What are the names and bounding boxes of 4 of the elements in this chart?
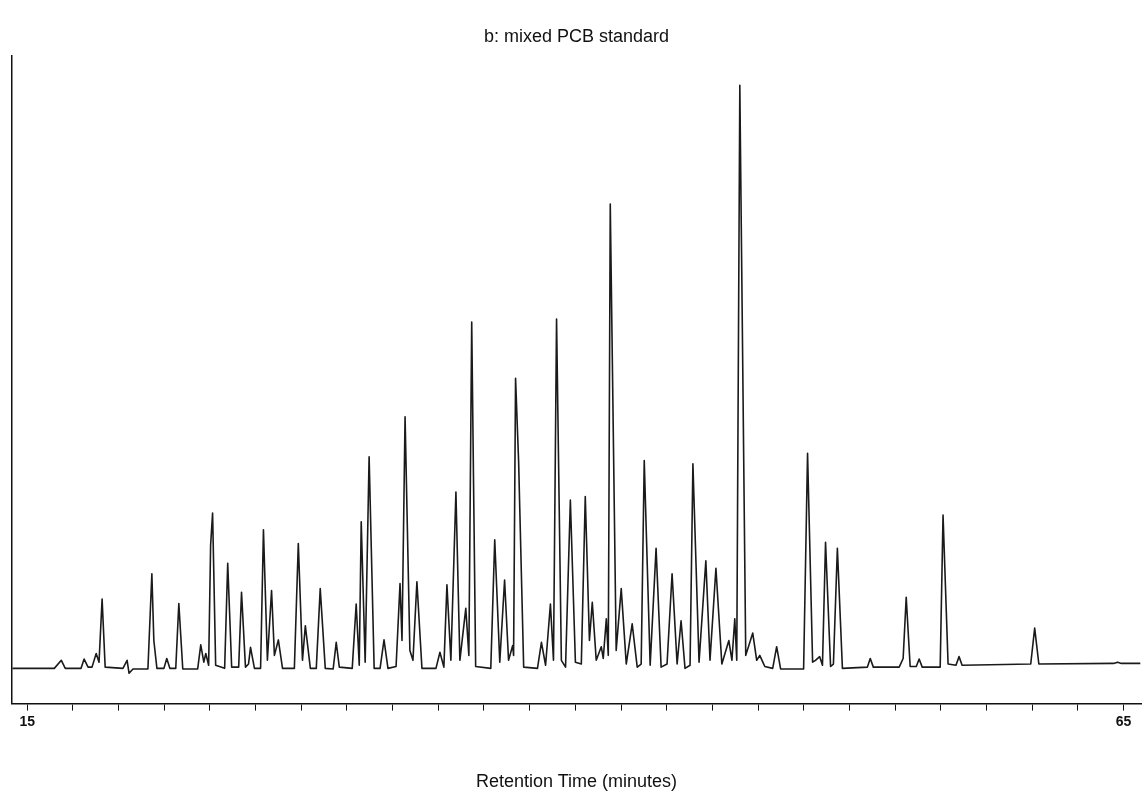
chart-title: b: mixed PCB standard <box>483 25 670 46</box>
x-tick-label: 15 <box>19 712 36 729</box>
x-axis-title: Retention Time (minutes) <box>475 771 678 792</box>
x-tick-label: 65 <box>1115 712 1132 729</box>
